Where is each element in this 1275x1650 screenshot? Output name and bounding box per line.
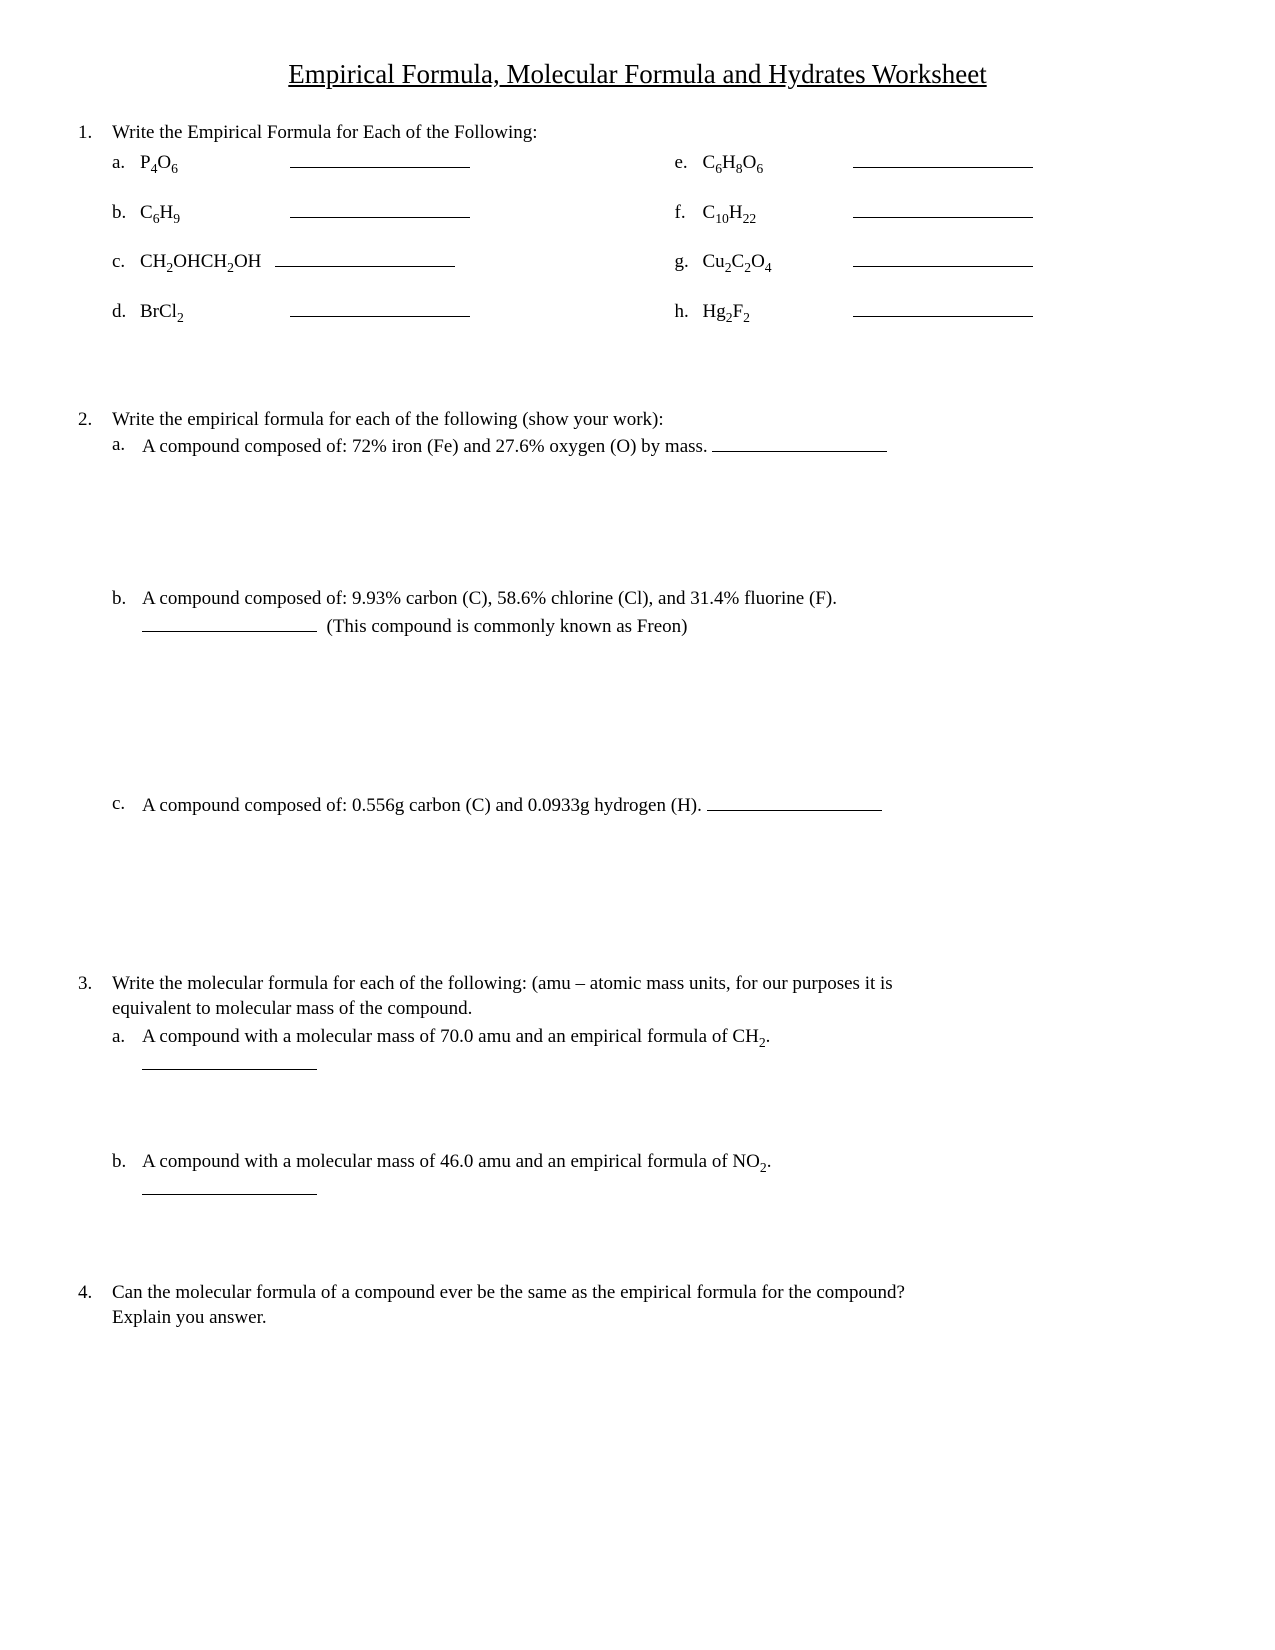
item-text: A compound composed of: 72% iron (Fe) an…	[142, 432, 1197, 460]
q3-item-a: a. A compound with a molecular mass of 7…	[112, 1024, 1197, 1077]
q1-item-b: b. C6H9	[112, 198, 635, 226]
item-letter: b.	[112, 200, 140, 226]
q2-item-b: b. A compound composed of: 9.93% carbon …	[112, 586, 1197, 639]
answer-blank[interactable]	[712, 432, 887, 452]
question-2: 2. Write the empirical formula for each …	[78, 407, 1197, 821]
item-letter: a.	[112, 150, 140, 176]
answer-blank[interactable]	[853, 297, 1033, 317]
q1-number: 1.	[78, 120, 112, 146]
answer-blank[interactable]	[707, 791, 882, 811]
item-letter: b.	[112, 1149, 142, 1175]
item-letter: d.	[112, 299, 140, 325]
q1-item-d: d. BrCl2	[112, 297, 635, 325]
q1-item-e: e. C6H8O6	[675, 148, 1198, 176]
answer-blank[interactable]	[290, 198, 470, 218]
q1-left-column: a. P4O6 b. C6H9 c. CH2OHCH2OH d. BrCl2	[112, 148, 635, 347]
q2-item-a: a. A compound composed of: 72% iron (Fe)…	[112, 432, 1197, 460]
answer-blank[interactable]	[290, 297, 470, 317]
q1-item-f: f. C10H22	[675, 198, 1198, 226]
q1-prompt: Write the Empirical Formula for Each of …	[112, 120, 1197, 146]
answer-blank[interactable]	[275, 247, 455, 267]
q3-item-b: b. A compound with a molecular mass of 4…	[112, 1149, 1197, 1202]
question-4: 4. Can the molecular formula of a compou…	[78, 1280, 1197, 1331]
q4-number: 4.	[78, 1280, 112, 1306]
q4-text: Can the molecular formula of a compound …	[112, 1280, 1197, 1331]
item-formula: P4O6	[140, 150, 290, 176]
item-letter: h.	[675, 299, 703, 325]
item-letter: e.	[675, 150, 703, 176]
question-1: 1. Write the Empirical Formula for Each …	[78, 120, 1197, 346]
answer-blank[interactable]	[142, 1050, 317, 1070]
q1-item-a: a. P4O6	[112, 148, 635, 176]
item-formula: Hg2F2	[703, 299, 853, 325]
item-formula: C6H9	[140, 200, 290, 226]
item-formula: Cu2C2O4	[703, 249, 853, 275]
item-letter: g.	[675, 249, 703, 275]
item-text: A compound composed of: 0.556g carbon (C…	[142, 791, 1197, 819]
q3-number: 3.	[78, 971, 112, 997]
q3-prompt: Write the molecular formula for each of …	[112, 971, 1197, 1022]
answer-blank[interactable]	[142, 612, 317, 632]
item-letter: a.	[112, 432, 142, 458]
answer-blank[interactable]	[853, 148, 1033, 168]
answer-blank[interactable]	[290, 148, 470, 168]
question-3: 3. Write the molecular formula for each …	[78, 971, 1197, 1205]
item-letter: b.	[112, 586, 142, 612]
item-text: A compound with a molecular mass of 46.0…	[142, 1149, 1197, 1202]
item-formula: C10H22	[703, 200, 853, 226]
item-letter: c.	[112, 791, 142, 817]
item-formula: BrCl2	[140, 299, 290, 325]
q2-number: 2.	[78, 407, 112, 433]
q1-right-column: e. C6H8O6 f. C10H22 g. Cu2C2O4 h. Hg2F2	[675, 148, 1198, 347]
answer-blank[interactable]	[853, 247, 1033, 267]
q1-item-h: h. Hg2F2	[675, 297, 1198, 325]
item-letter: c.	[112, 249, 140, 275]
item-text: A compound composed of: 9.93% carbon (C)…	[142, 586, 1197, 639]
q1-item-c: c. CH2OHCH2OH	[112, 247, 635, 275]
answer-blank[interactable]	[853, 198, 1033, 218]
item-formula: CH2OHCH2OH	[140, 249, 275, 275]
answer-blank[interactable]	[142, 1175, 317, 1195]
q2-prompt: Write the empirical formula for each of …	[112, 407, 1197, 433]
item-text: A compound with a molecular mass of 70.0…	[142, 1024, 1197, 1077]
page-title: Empirical Formula, Molecular Formula and…	[78, 56, 1197, 92]
item-formula: C6H8O6	[703, 150, 853, 176]
item-letter: f.	[675, 200, 703, 226]
q1-item-g: g. Cu2C2O4	[675, 247, 1198, 275]
q2-item-c: c. A compound composed of: 0.556g carbon…	[112, 791, 1197, 819]
item-letter: a.	[112, 1024, 142, 1050]
